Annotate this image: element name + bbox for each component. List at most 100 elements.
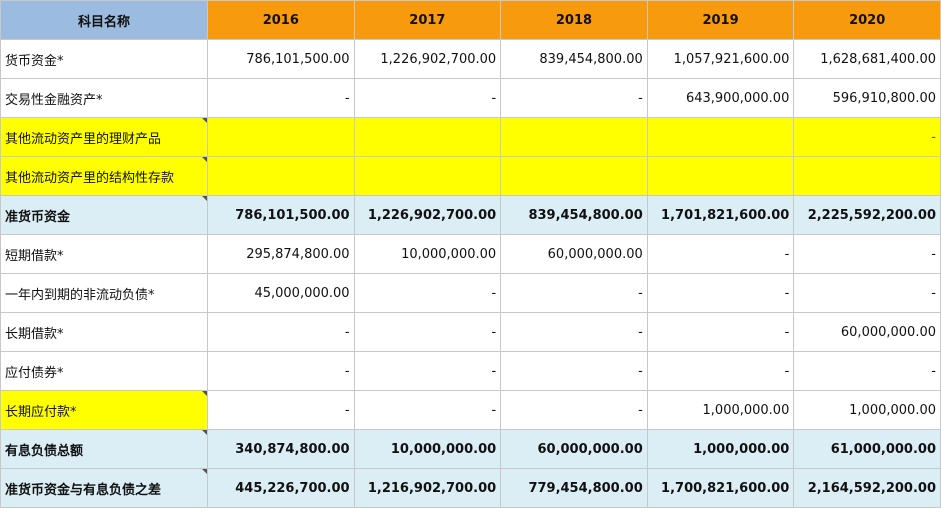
comment-marker-icon	[201, 469, 207, 474]
value-cell[interactable]	[793, 156, 941, 196]
value-cell[interactable]: 2,164,592,200.00	[793, 468, 941, 508]
value-cell[interactable]: 779,454,800.00	[500, 468, 648, 508]
value-cell[interactable]: 2,225,592,200.00	[793, 195, 941, 235]
row-label-text: 其他流动资产里的结构性存款	[5, 170, 175, 186]
row-label-cell[interactable]: 应付债券*	[0, 351, 208, 391]
row-label-text: 长期应付款*	[5, 404, 77, 420]
comment-marker-icon	[201, 157, 207, 162]
row-label-cell[interactable]: 其他流动资产里的理财产品	[0, 117, 208, 157]
value-cell[interactable]: 1,701,821,600.00	[646, 195, 795, 235]
value-cell[interactable]: -	[353, 351, 502, 391]
row-label-cell[interactable]: 货币资金*	[0, 39, 208, 79]
value-cell[interactable]: 596,910,800.00	[793, 78, 941, 118]
header-year-cell[interactable]: 2018	[500, 0, 648, 40]
row-label-cell[interactable]: 短期借款*	[0, 234, 208, 274]
table-row: 其他流动资产里的理财产品 -	[0, 117, 941, 157]
row-label-cell[interactable]: 准货币资金与有息负债之差	[0, 468, 208, 508]
value-cell[interactable]: 839,454,800.00	[500, 39, 648, 79]
row-label-text: 准货币资金与有息负债之差	[5, 482, 162, 498]
table-row: 货币资金* 786,101,500.00 1,226,902,700.00 83…	[0, 39, 941, 79]
value-cell[interactable]: 445,226,700.00	[206, 468, 355, 508]
value-cell[interactable]: -	[646, 351, 795, 391]
value-cell[interactable]: 1,628,681,400.00	[793, 39, 941, 79]
value-cell[interactable]: -	[793, 234, 941, 274]
spreadsheet-table: 科目名称 2016 2017 2018 2019 2020 货币资金* 786,…	[0, 0, 941, 508]
comment-marker-icon	[201, 430, 207, 435]
header-name-cell[interactable]: 科目名称	[0, 0, 208, 40]
table-row: 一年内到期的非流动负债* 45,000,000.00 - - - -	[0, 273, 941, 313]
header-year-cell[interactable]: 2019	[646, 0, 795, 40]
value-cell[interactable]: -	[793, 273, 941, 313]
value-cell[interactable]: 1,216,902,700.00	[353, 468, 502, 508]
row-label-cell[interactable]: 长期应付款*	[0, 390, 208, 430]
header-row: 科目名称 2016 2017 2018 2019 2020	[0, 0, 941, 40]
value-cell[interactable]: 1,057,921,600.00	[646, 39, 795, 79]
value-cell[interactable]	[353, 156, 502, 196]
comment-marker-icon	[201, 196, 207, 201]
value-cell[interactable]	[646, 156, 795, 196]
value-cell[interactable]: 61,000,000.00	[793, 429, 941, 469]
header-year-cell[interactable]: 2017	[353, 0, 502, 40]
value-cell[interactable]: 60,000,000.00	[500, 429, 648, 469]
value-cell[interactable]: 340,874,800.00	[206, 429, 355, 469]
row-label-cell[interactable]: 交易性金融资产*	[0, 78, 208, 118]
value-cell[interactable]: -	[500, 312, 648, 352]
row-label-cell[interactable]: 有息负债总额	[0, 429, 208, 469]
value-cell[interactable]: 786,101,500.00	[206, 195, 355, 235]
header-year-cell[interactable]: 2020	[793, 0, 941, 40]
comment-marker-icon	[201, 391, 207, 396]
value-cell[interactable]: 786,101,500.00	[206, 39, 355, 79]
value-cell[interactable]: 1,226,902,700.00	[353, 39, 502, 79]
value-cell[interactable]: 60,000,000.00	[500, 234, 648, 274]
value-cell[interactable]: 60,000,000.00	[793, 312, 941, 352]
value-cell[interactable]: -	[353, 273, 502, 313]
row-label-text: 准货币资金	[5, 209, 71, 225]
value-cell[interactable]	[206, 117, 355, 157]
value-cell[interactable]: 1,000,000.00	[793, 390, 941, 430]
row-label-cell[interactable]: 长期借款*	[0, 312, 208, 352]
value-cell[interactable]: -	[500, 78, 648, 118]
value-cell[interactable]: -	[793, 117, 941, 157]
value-cell[interactable]: 10,000,000.00	[353, 429, 502, 469]
value-cell[interactable]: 1,000,000.00	[646, 390, 795, 430]
table-row: 应付债券* - - - - -	[0, 351, 941, 391]
row-label-cell[interactable]: 其他流动资产里的结构性存款	[0, 156, 208, 196]
value-cell[interactable]: 1,226,902,700.00	[353, 195, 502, 235]
value-cell[interactable]: 643,900,000.00	[646, 78, 795, 118]
table-row: 长期应付款* - - - 1,000,000.00 1,000,000.00	[0, 390, 941, 430]
table-row: 交易性金融资产* - - - 643,900,000.00 596,910,80…	[0, 78, 941, 118]
value-cell[interactable]: -	[646, 234, 795, 274]
row-label-text: 有息负债总额	[5, 443, 84, 459]
value-cell[interactable]: -	[646, 312, 795, 352]
comment-marker-icon	[201, 118, 207, 123]
value-cell[interactable]: -	[206, 351, 355, 391]
header-year-cell[interactable]: 2016	[206, 0, 355, 40]
value-cell[interactable]	[206, 156, 355, 196]
value-cell[interactable]: 45,000,000.00	[206, 273, 355, 313]
value-cell[interactable]: -	[500, 351, 648, 391]
value-cell[interactable]: -	[500, 273, 648, 313]
row-label-cell[interactable]: 一年内到期的非流动负债*	[0, 273, 208, 313]
table-row-total: 有息负债总额 340,874,800.00 10,000,000.00 60,0…	[0, 429, 941, 469]
table-row: 短期借款* 295,874,800.00 10,000,000.00 60,00…	[0, 234, 941, 274]
value-cell[interactable]: 1,700,821,600.00	[646, 468, 795, 508]
value-cell[interactable]	[500, 156, 648, 196]
value-cell[interactable]: 839,454,800.00	[500, 195, 648, 235]
table-row: 其他流动资产里的结构性存款	[0, 156, 941, 196]
value-cell[interactable]: 295,874,800.00	[206, 234, 355, 274]
row-label-cell[interactable]: 准货币资金	[0, 195, 208, 235]
value-cell[interactable]: -	[646, 273, 795, 313]
value-cell[interactable]	[353, 117, 502, 157]
value-cell[interactable]: -	[500, 390, 648, 430]
value-cell[interactable]: -	[206, 78, 355, 118]
value-cell[interactable]: 10,000,000.00	[353, 234, 502, 274]
value-cell[interactable]	[500, 117, 648, 157]
value-cell[interactable]: -	[206, 390, 355, 430]
value-cell[interactable]: -	[206, 312, 355, 352]
value-cell[interactable]: -	[793, 351, 941, 391]
value-cell[interactable]	[646, 117, 795, 157]
value-cell[interactable]: -	[353, 78, 502, 118]
value-cell[interactable]: -	[353, 312, 502, 352]
value-cell[interactable]: 1,000,000.00	[646, 429, 795, 469]
value-cell[interactable]: -	[353, 390, 502, 430]
